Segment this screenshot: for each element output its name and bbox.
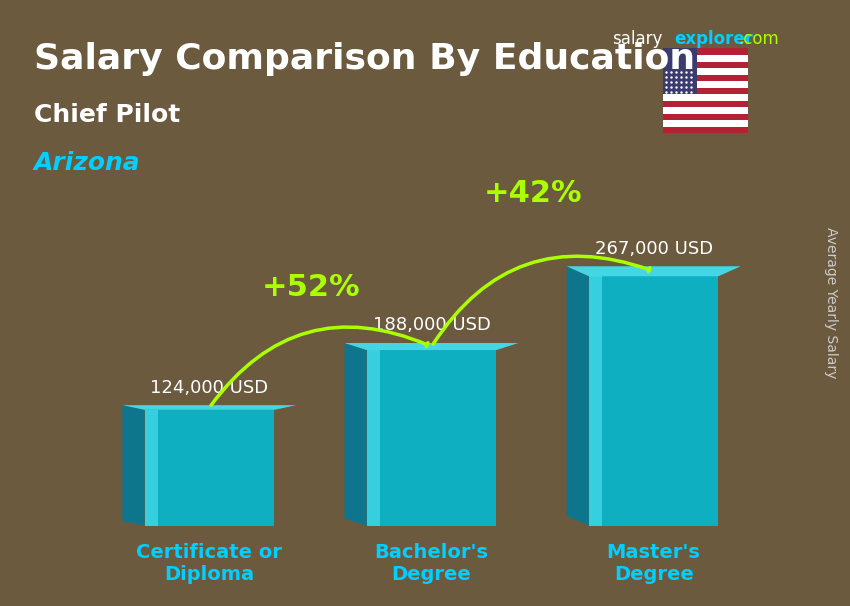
Text: explorer: explorer bbox=[674, 30, 753, 48]
Polygon shape bbox=[366, 350, 496, 525]
Bar bbox=[663, 114, 748, 120]
Bar bbox=[663, 48, 748, 55]
Polygon shape bbox=[567, 266, 740, 276]
Polygon shape bbox=[144, 410, 275, 525]
Text: Chief Pilot: Chief Pilot bbox=[34, 103, 180, 127]
Text: Arizona: Arizona bbox=[34, 152, 140, 176]
Bar bbox=[663, 55, 748, 62]
Polygon shape bbox=[366, 350, 380, 525]
Text: 124,000 USD: 124,000 USD bbox=[150, 379, 269, 396]
Text: +52%: +52% bbox=[262, 273, 360, 302]
Bar bbox=[663, 94, 748, 101]
Text: Master's
Degree: Master's Degree bbox=[607, 543, 700, 584]
Bar bbox=[663, 88, 748, 94]
Polygon shape bbox=[589, 276, 718, 525]
Bar bbox=[663, 68, 748, 75]
Polygon shape bbox=[122, 405, 144, 525]
Text: .com: .com bbox=[738, 30, 779, 48]
Text: Certificate or
Diploma: Certificate or Diploma bbox=[137, 543, 282, 584]
Bar bbox=[663, 120, 748, 127]
Polygon shape bbox=[144, 410, 157, 525]
Polygon shape bbox=[344, 343, 366, 525]
Bar bbox=[663, 48, 697, 94]
Text: 188,000 USD: 188,000 USD bbox=[372, 316, 490, 335]
Text: Average Yearly Salary: Average Yearly Salary bbox=[824, 227, 838, 379]
Text: +42%: +42% bbox=[484, 179, 582, 208]
Text: Bachelor's
Degree: Bachelor's Degree bbox=[375, 543, 489, 584]
Bar bbox=[663, 101, 748, 107]
Bar bbox=[663, 62, 748, 68]
Text: Salary Comparison By Education: Salary Comparison By Education bbox=[34, 42, 695, 76]
Polygon shape bbox=[122, 405, 297, 410]
Bar bbox=[663, 75, 748, 81]
Polygon shape bbox=[344, 343, 518, 350]
Bar bbox=[663, 107, 748, 114]
Text: salary: salary bbox=[612, 30, 662, 48]
Bar bbox=[663, 81, 748, 88]
Polygon shape bbox=[567, 266, 589, 525]
Bar bbox=[663, 127, 748, 133]
Polygon shape bbox=[589, 276, 602, 525]
Text: 267,000 USD: 267,000 USD bbox=[595, 239, 712, 258]
